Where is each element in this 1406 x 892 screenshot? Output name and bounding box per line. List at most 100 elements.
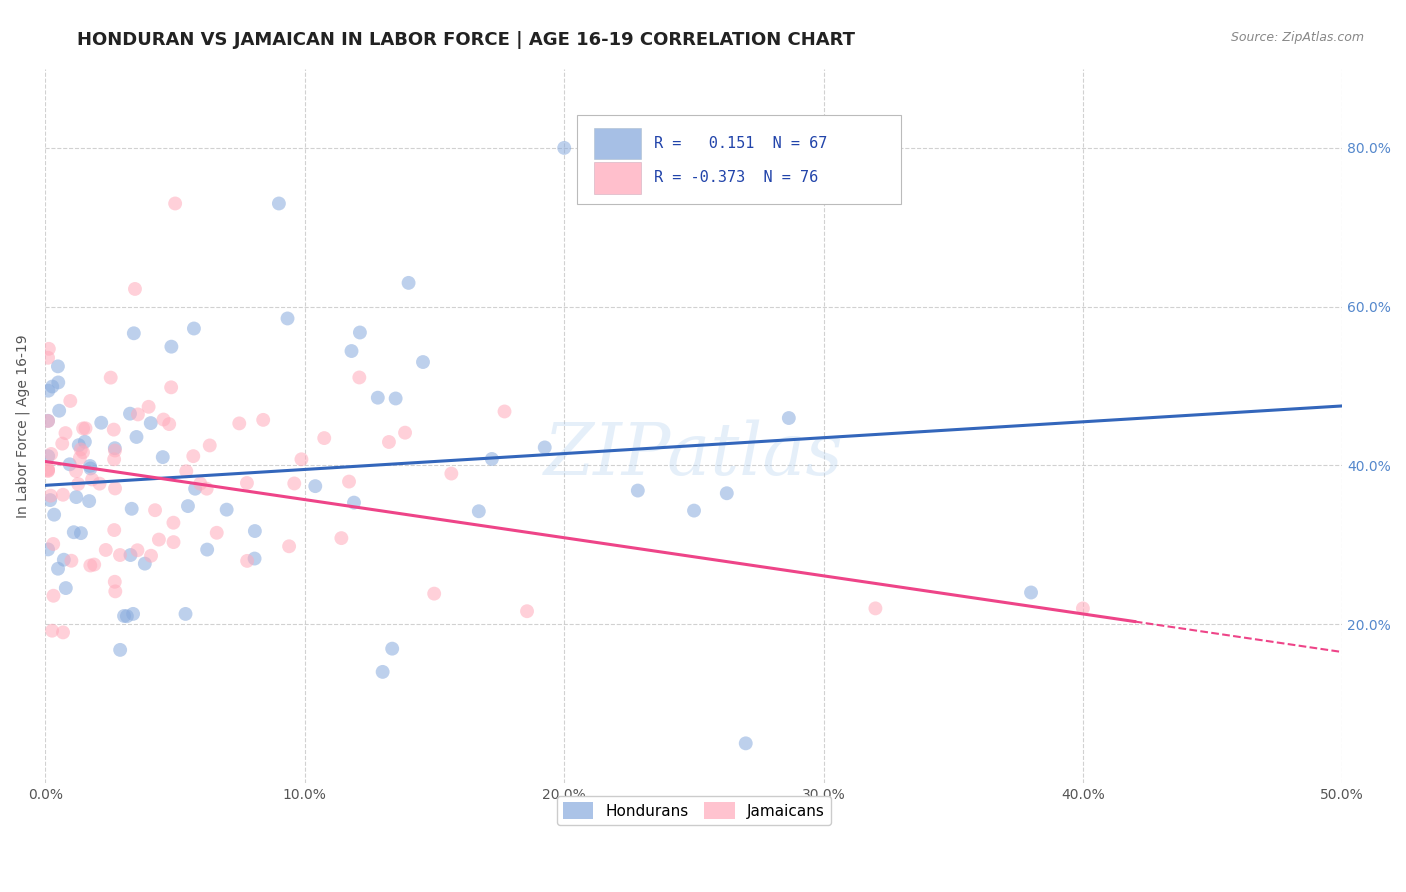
Point (39, 447, 62, 461)
Point (290, 452, 312, 467)
Point (236, 554, 259, 568)
Point (157, 417, 180, 431)
Point (125, 430, 148, 444)
Point (42, 537, 65, 551)
Point (62, 525, 84, 540)
Point (67, 477, 90, 491)
Text: R = -0.373  N = 76: R = -0.373 N = 76 (654, 170, 818, 186)
Point (79, 461, 101, 475)
Point (160, 380, 183, 394)
Point (138, 400, 160, 414)
Point (48, 403, 70, 417)
Point (314, 431, 336, 445)
Point (174, 607, 197, 621)
Point (195, 482, 218, 496)
Point (198, 438, 221, 452)
Point (37, 384, 59, 398)
Point (103, 452, 125, 467)
Point (104, 441, 127, 455)
Point (104, 482, 127, 496)
FancyBboxPatch shape (576, 115, 901, 204)
Point (627, 483, 650, 498)
Point (104, 443, 127, 458)
Point (367, 391, 389, 405)
Point (72, 421, 94, 435)
Point (340, 344, 363, 359)
Point (716, 486, 738, 500)
Point (423, 587, 446, 601)
Point (67, 438, 90, 452)
Point (72, 445, 94, 459)
Point (46, 359, 69, 374)
Point (108, 548, 131, 562)
Point (37, 449, 59, 463)
Point (73, 434, 96, 449)
Point (139, 549, 162, 563)
Point (236, 475, 259, 490)
Point (494, 404, 516, 418)
Point (148, 533, 170, 547)
Point (69, 450, 91, 465)
Text: R =   0.151  N = 67: R = 0.151 N = 67 (654, 136, 827, 151)
Point (195, 542, 218, 557)
Point (112, 609, 135, 624)
Point (412, 355, 434, 369)
Point (384, 392, 406, 406)
FancyBboxPatch shape (593, 162, 641, 194)
Point (337, 475, 360, 489)
Point (52, 552, 75, 566)
Point (44, 508, 66, 522)
Point (215, 502, 238, 516)
Point (243, 524, 266, 538)
Point (38, 342, 60, 356)
Point (124, 282, 146, 296)
Point (394, 425, 416, 440)
Point (59, 393, 82, 408)
Point (778, 411, 800, 425)
Point (734, 736, 756, 750)
Point (533, 441, 555, 455)
Point (343, 495, 366, 509)
Point (205, 525, 228, 540)
Point (75, 421, 97, 435)
Point (120, 548, 142, 562)
Point (371, 665, 394, 679)
Text: ZIPatlas: ZIPatlas (544, 419, 844, 490)
Point (152, 450, 174, 464)
Point (177, 499, 200, 513)
Point (127, 408, 149, 422)
Point (39, 493, 62, 508)
Point (104, 584, 127, 599)
Point (52, 488, 75, 502)
Point (468, 504, 491, 518)
Point (160, 340, 183, 354)
Point (277, 311, 299, 326)
Point (41, 624, 63, 638)
Y-axis label: In Labor Force | Age 16-19: In Labor Force | Age 16-19 (15, 334, 30, 517)
Point (37, 464, 59, 478)
Point (37, 463, 59, 477)
Point (188, 476, 211, 491)
Point (228, 417, 250, 431)
Point (181, 449, 204, 463)
Point (127, 543, 149, 558)
Text: HONDURAN VS JAMAICAN IN LABOR FORCE | AGE 16-19 CORRELATION CHART: HONDURAN VS JAMAICAN IN LABOR FORCE | AG… (77, 31, 855, 49)
Point (60, 554, 83, 568)
Point (65, 464, 87, 478)
Point (55, 581, 77, 595)
Point (69, 442, 91, 457)
Point (79, 458, 101, 473)
Point (349, 326, 371, 340)
Point (42, 589, 65, 603)
Point (481, 452, 503, 467)
Point (37, 542, 59, 557)
Point (865, 601, 887, 615)
Point (1019, 585, 1042, 599)
Point (55, 426, 77, 441)
Point (103, 523, 125, 537)
Point (100, 370, 122, 384)
Point (104, 574, 127, 589)
Text: Source: ZipAtlas.com: Source: ZipAtlas.com (1230, 31, 1364, 45)
Point (122, 607, 145, 621)
Point (134, 557, 156, 571)
